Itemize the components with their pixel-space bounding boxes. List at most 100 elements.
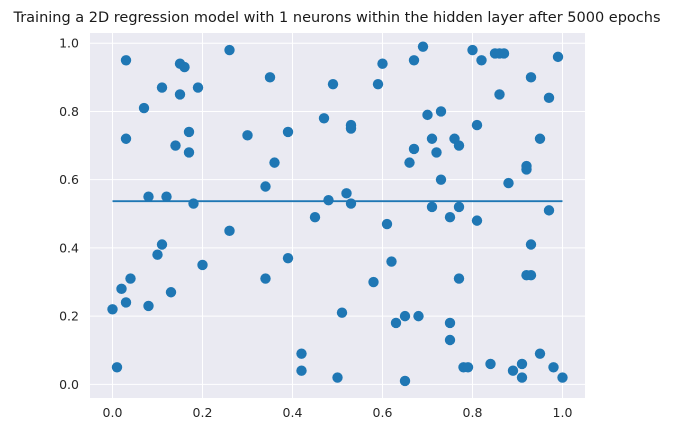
data-point (368, 276, 379, 288)
data-point (521, 160, 532, 172)
x-tick-label: 0.2 (193, 405, 213, 420)
data-point (156, 239, 168, 250)
data-point (399, 310, 411, 322)
data-point (174, 89, 186, 100)
grid (90, 33, 585, 398)
data-point (444, 212, 456, 223)
x-tick-label: 0.6 (373, 405, 393, 420)
data-point (372, 78, 384, 90)
data-point (507, 365, 519, 376)
data-point (107, 304, 118, 315)
data-point (192, 82, 204, 93)
data-point (188, 198, 199, 209)
y-tick-label: 0.0 (59, 377, 79, 392)
data-point (516, 372, 528, 383)
chart-title: Training a 2D regression model with 1 ne… (12, 10, 660, 26)
data-point (143, 300, 154, 312)
data-point (435, 106, 447, 117)
data-point (179, 61, 190, 73)
data-point (525, 72, 537, 83)
data-point (408, 55, 420, 66)
data-point (120, 133, 132, 144)
data-point (309, 212, 321, 223)
data-point (260, 181, 271, 192)
data-point (534, 348, 546, 359)
data-point (336, 307, 348, 318)
data-point (183, 126, 195, 138)
data-point (327, 78, 339, 90)
data-point (120, 297, 132, 308)
data-point (444, 317, 456, 329)
data-point (467, 44, 478, 56)
data-point (269, 157, 280, 168)
y-tick-label: 0.8 (59, 104, 79, 119)
data-point (386, 256, 397, 267)
data-point (426, 201, 438, 213)
data-point (120, 55, 132, 66)
data-point (543, 205, 555, 216)
data-point (296, 348, 307, 359)
data-point (242, 130, 253, 141)
data-point (111, 362, 123, 373)
x-tick-label: 0.8 (463, 405, 483, 420)
data-point (417, 41, 429, 52)
data-point (399, 375, 411, 387)
y-axis-ticks: 0.0 0.2 0.4 0.6 0.8 1.0 (59, 36, 79, 392)
data-point (183, 147, 195, 158)
y-tick-label: 0.2 (59, 309, 79, 324)
data-point (345, 123, 357, 134)
data-point (323, 194, 334, 206)
data-point (197, 259, 208, 271)
x-tick-label: 0.4 (283, 405, 303, 420)
data-point (485, 358, 496, 370)
data-point (426, 133, 438, 144)
data-point (408, 143, 420, 155)
data-point (476, 55, 487, 66)
data-point (125, 273, 136, 284)
data-point (161, 191, 172, 202)
data-point (534, 133, 546, 144)
data-point (516, 358, 528, 370)
data-point (390, 317, 402, 329)
data-point (264, 72, 276, 83)
data-point (552, 51, 564, 63)
data-point (318, 113, 330, 124)
data-point (543, 92, 555, 104)
x-axis-ticks: 0.0 0.2 0.4 0.6 0.8 1.0 (103, 405, 573, 420)
data-point (498, 48, 510, 59)
data-point (444, 334, 456, 346)
data-point (260, 273, 271, 284)
data-point (453, 201, 465, 213)
data-point (422, 109, 433, 121)
data-point (138, 102, 150, 114)
data-point (143, 191, 154, 202)
data-point (224, 44, 235, 56)
data-point (431, 147, 442, 158)
y-tick-label: 1.0 (59, 36, 79, 51)
data-point (341, 188, 352, 199)
data-point (413, 310, 424, 322)
data-point (404, 157, 415, 168)
data-point (525, 239, 537, 250)
data-point (152, 249, 163, 260)
data-point (557, 372, 568, 383)
data-point (471, 215, 483, 226)
data-point (435, 174, 447, 185)
x-tick-label: 0.0 (103, 405, 123, 420)
data-points (107, 41, 568, 387)
data-point (503, 177, 514, 189)
y-tick-label: 0.4 (59, 240, 79, 255)
data-point (494, 89, 505, 100)
data-point (116, 283, 127, 295)
data-point (453, 140, 465, 151)
x-tick-label: 1.0 (553, 405, 573, 420)
data-point (548, 362, 559, 373)
data-point (381, 218, 393, 230)
data-point (282, 126, 294, 138)
data-point (345, 198, 357, 209)
data-point (296, 365, 307, 376)
data-point (525, 269, 537, 281)
data-point (377, 58, 388, 69)
data-point (282, 252, 294, 264)
